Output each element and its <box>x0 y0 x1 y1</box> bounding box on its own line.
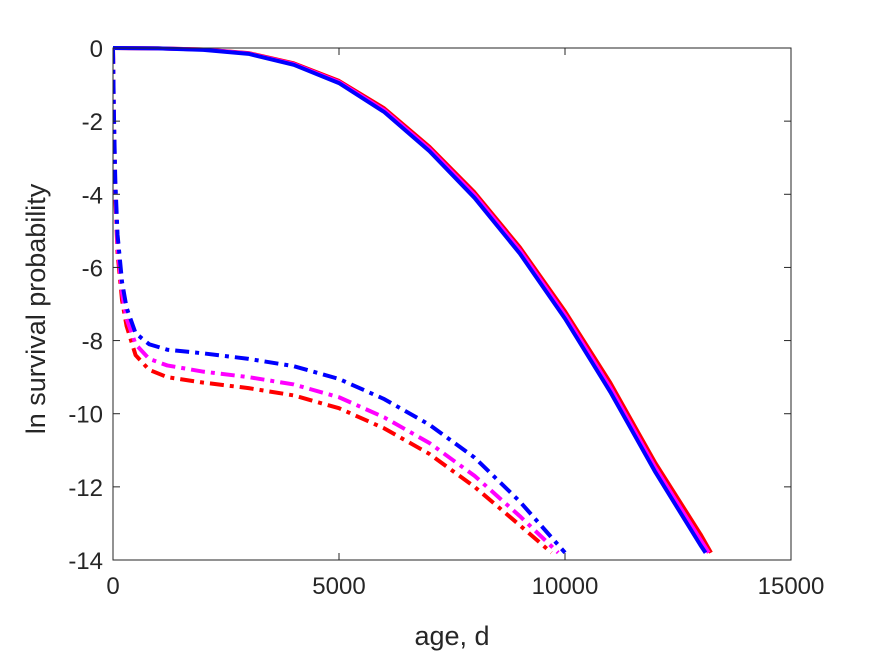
y-tick-label: -4 <box>82 182 103 209</box>
x-tick-label: 5000 <box>312 573 365 600</box>
x-axis-label: age, d <box>414 621 489 651</box>
series-line-1-solid <box>113 46 713 554</box>
series-layer <box>113 46 713 555</box>
axes-layer <box>112 47 792 561</box>
x-tick-label: 10000 <box>532 573 599 600</box>
series-line-4-dashdot <box>113 49 553 555</box>
y-tick-label: -8 <box>82 329 103 356</box>
labels-layer: 0 5000 10000 15000 0 -2 -4 -6 -8 -10 -12 -14 age, d l… <box>21 36 824 651</box>
y-axis-label: ln survival probability <box>21 183 51 434</box>
plot-frame <box>112 47 792 561</box>
y-tick-label: 0 <box>90 36 103 63</box>
x-tick-label: 0 <box>106 573 119 600</box>
y-tick-label: -10 <box>68 402 103 429</box>
series-line-5-dashdot <box>113 49 560 555</box>
series-line-3-solid <box>113 46 708 554</box>
y-tick-label: -2 <box>82 109 103 136</box>
x-tick-label: 15000 <box>758 573 825 600</box>
series-line-6-dashdot <box>113 49 567 555</box>
y-tick-label: -6 <box>82 255 103 282</box>
y-tick-label: -14 <box>68 548 103 575</box>
series-line-2-solid <box>113 46 711 554</box>
y-tick-label: -12 <box>68 475 103 502</box>
